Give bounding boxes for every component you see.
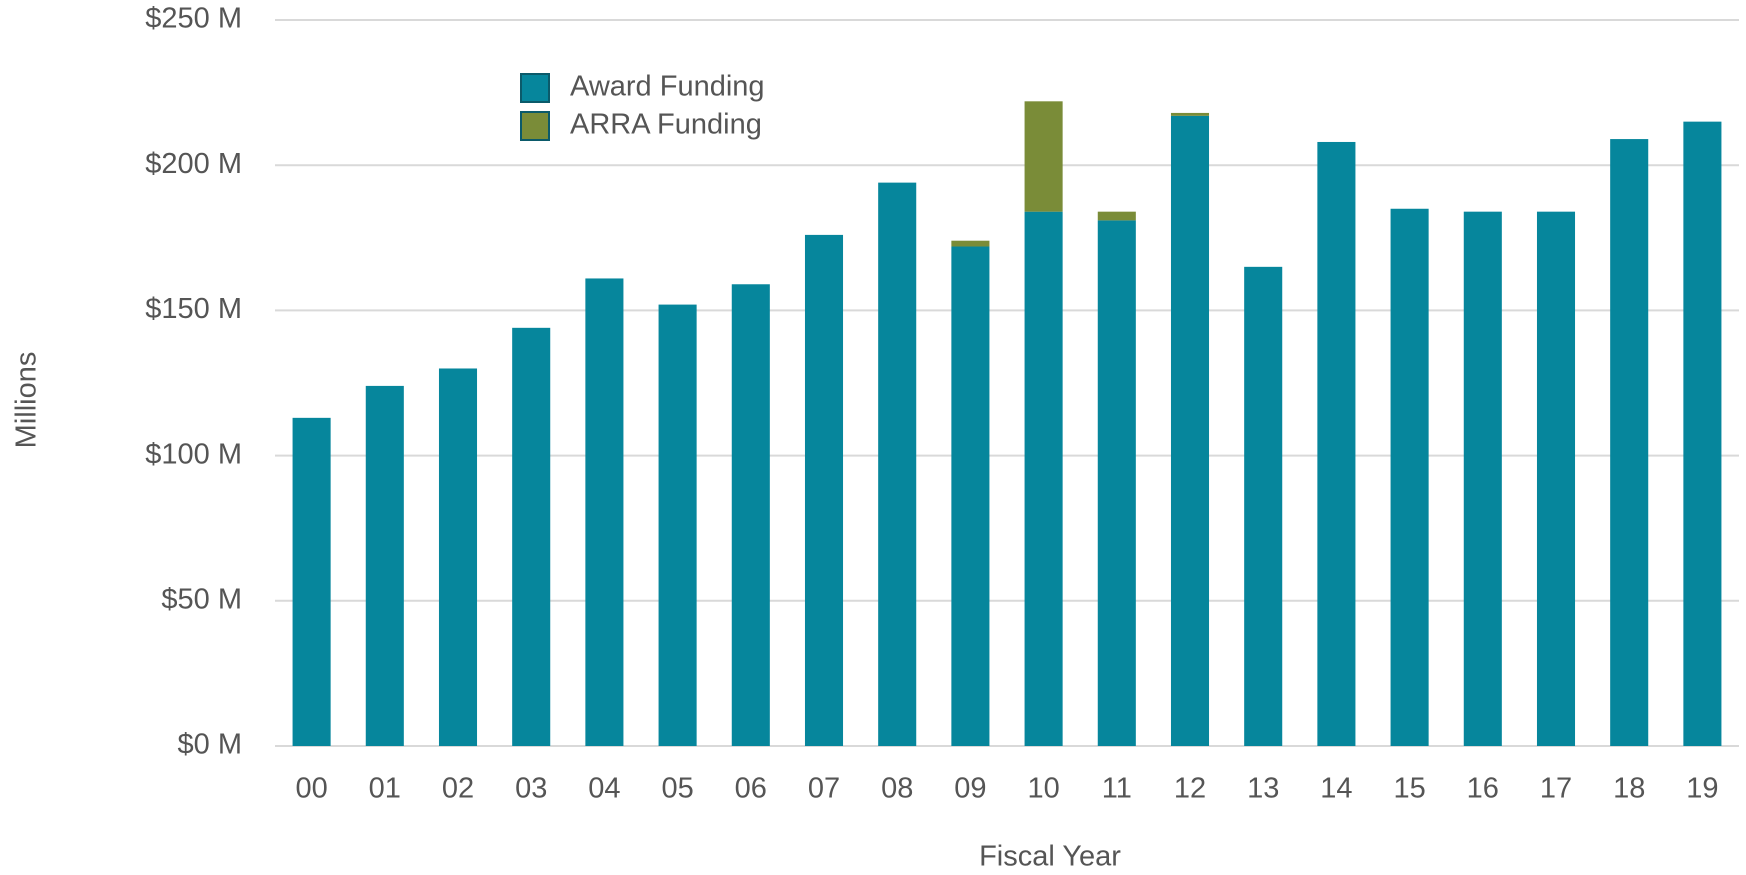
y-tick-label: $100 M [145, 438, 242, 470]
bar-segment [365, 385, 404, 746]
bar-segment [1390, 208, 1429, 746]
x-tick-label: 14 [1320, 773, 1352, 805]
bar-segment [1097, 220, 1136, 747]
bar-segment [1536, 211, 1576, 746]
x-tick-label: 03 [515, 773, 547, 805]
bar-segment [731, 284, 770, 746]
legend-label: Award Funding [570, 71, 765, 103]
x-tick-label: 11 [1102, 773, 1132, 805]
bar-segment [1463, 211, 1502, 746]
x-tick-label: 04 [588, 773, 620, 805]
x-tick-label: 06 [735, 773, 767, 805]
bar-segment [438, 368, 478, 746]
x-axis-label: Fiscal Year [979, 841, 1121, 873]
bar-segment [1097, 211, 1136, 221]
x-tick-label: 13 [1247, 773, 1279, 805]
legend-swatch [520, 111, 550, 141]
x-tick-label: 00 [295, 773, 327, 805]
x-tick-label: 10 [1027, 773, 1059, 805]
bar-segment [951, 246, 990, 746]
x-tick-label: 05 [661, 773, 693, 805]
y-tick-label: $0 M [178, 729, 242, 761]
y-tick-label: $50 M [161, 583, 242, 615]
x-tick-label: 16 [1467, 773, 1499, 805]
y-tick-label: $250 M [145, 3, 242, 35]
x-tick-label: 09 [954, 773, 986, 805]
legend-swatch [520, 73, 550, 103]
y-tick-label: $150 M [145, 293, 242, 325]
legend-label: ARRA Funding [570, 109, 762, 141]
bar-segment [1170, 112, 1210, 116]
bar-segment [658, 304, 697, 746]
bar-segment [1024, 211, 1063, 746]
x-tick-label: 17 [1540, 773, 1572, 805]
bar-segment [1610, 139, 1649, 747]
x-tick-label: 02 [442, 773, 474, 805]
bar-segment [585, 278, 624, 746]
bar-segment [1170, 115, 1210, 746]
x-tick-label: 19 [1686, 773, 1718, 805]
bar-segment [878, 182, 917, 746]
bar-segment [292, 417, 331, 746]
bar-segment [1024, 101, 1063, 212]
bar-segment [512, 327, 551, 746]
bar-segment [804, 234, 844, 746]
bar-segment [1244, 266, 1283, 746]
bar-segment [1317, 141, 1356, 746]
y-axis-label: Millions [11, 352, 43, 449]
x-tick-label: 07 [808, 773, 840, 805]
y-tick-label: $200 M [145, 148, 242, 180]
bar-segment [951, 240, 990, 247]
x-tick-label: 18 [1613, 773, 1645, 805]
bar-segment [1683, 121, 1722, 746]
x-tick-label: 08 [881, 773, 913, 805]
x-tick-label: 01 [369, 773, 401, 805]
x-tick-label: 12 [1174, 773, 1206, 805]
x-tick-label: 15 [1393, 773, 1425, 805]
